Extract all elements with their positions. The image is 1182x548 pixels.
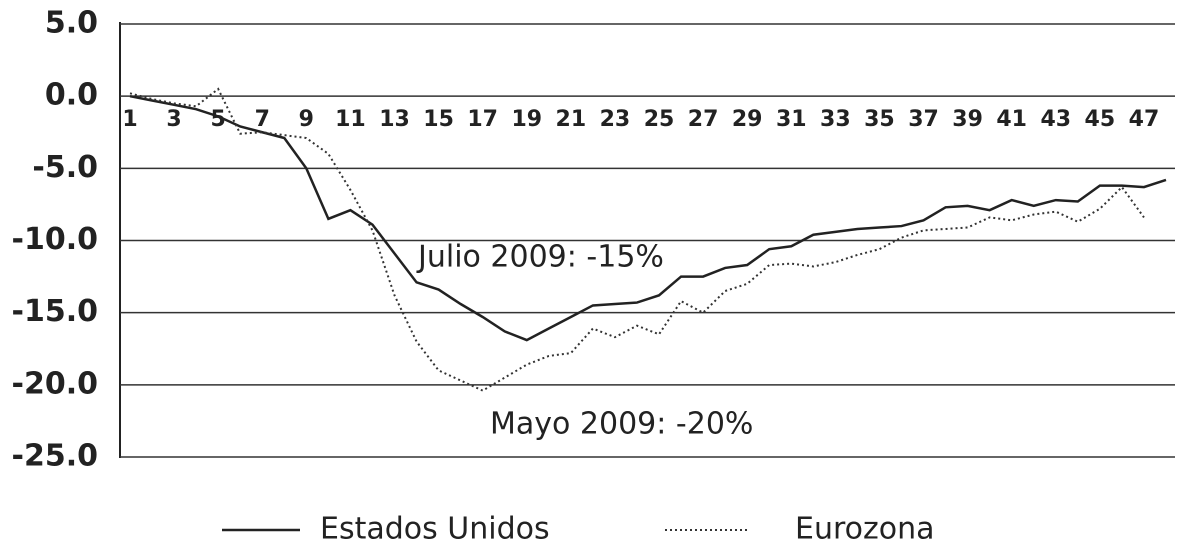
x-tick-label: 45 [1085, 107, 1116, 132]
y-tick-label: -5.0 [32, 150, 98, 185]
x-tick-label: 29 [732, 107, 763, 132]
x-tick-label: 3 [166, 107, 181, 132]
y-tick-label: -20.0 [12, 366, 98, 401]
y-tick-label: -10.0 [12, 222, 98, 257]
x-tick-label: 25 [644, 107, 675, 132]
y-tick-label: 0.0 [45, 78, 98, 113]
x-tick-label: 31 [776, 107, 807, 132]
x-tick-label: 43 [1040, 107, 1071, 132]
legend-label: Eurozona [795, 512, 935, 547]
x-tick-label: 21 [556, 107, 587, 132]
series-line [129, 94, 1167, 342]
x-tick-label: 15 [423, 107, 454, 132]
series-line [129, 87, 1145, 392]
x-tick-label: 9 [299, 107, 314, 132]
legend-label: Estados Unidos [320, 512, 550, 547]
x-tick-label: 5 [211, 107, 226, 132]
y-tick-label: -25.0 [12, 439, 98, 474]
x-tick-label: 23 [600, 107, 631, 132]
x-tick-label: 37 [908, 107, 939, 132]
x-tick-label: 13 [379, 107, 410, 132]
annotation: Julio 2009: -15% [416, 240, 664, 275]
y-tick-label: 5.0 [45, 6, 98, 41]
x-tick-label: 1 [122, 107, 137, 132]
x-tick-label: 47 [1129, 107, 1160, 132]
y-tick-label: -15.0 [12, 294, 98, 329]
x-tick-label: 17 [467, 107, 498, 132]
x-tick-label: 35 [864, 107, 895, 132]
x-tick-label: 7 [255, 107, 270, 132]
x-tick-label: 11 [335, 107, 366, 132]
x-tick-label: 27 [688, 107, 719, 132]
x-tick-label: 41 [996, 107, 1027, 132]
x-tick-label: 33 [820, 107, 851, 132]
annotation: Mayo 2009: -20% [490, 407, 753, 442]
x-tick-label: 39 [952, 107, 983, 132]
x-tick-label: 19 [511, 107, 542, 132]
